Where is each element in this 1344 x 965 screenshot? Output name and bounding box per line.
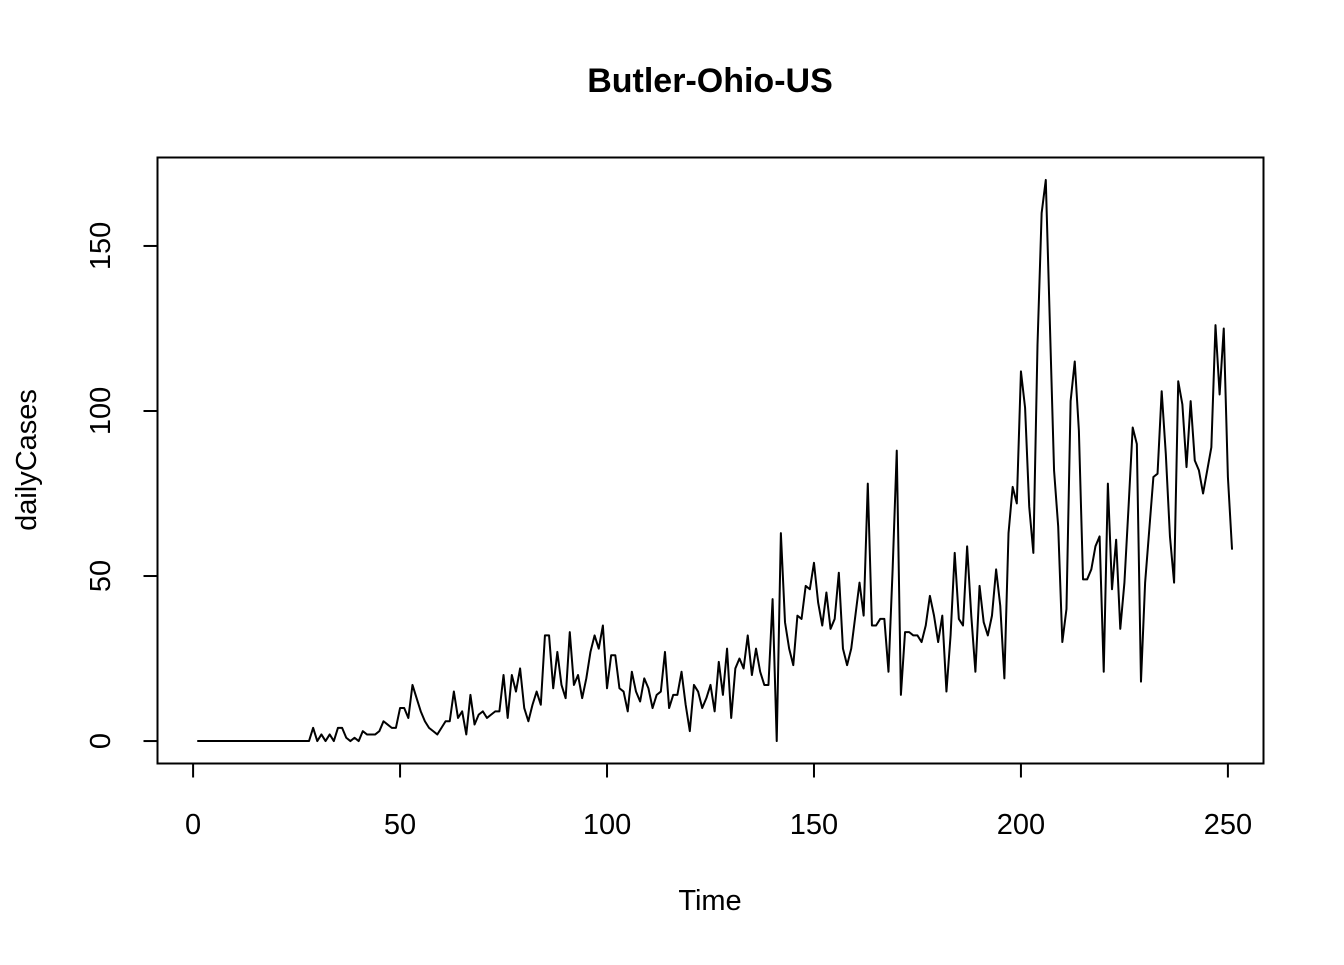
x-tick-label: 150: [790, 809, 838, 841]
y-tick-label: 100: [85, 387, 117, 435]
y-tick-label: 50: [85, 560, 117, 592]
x-tick-label: 100: [583, 809, 631, 841]
x-tick-label: 200: [997, 809, 1045, 841]
x-tick-label: 50: [384, 809, 416, 841]
series-layer: [197, 180, 1232, 741]
chart-title: Butler-Ohio-US: [587, 62, 833, 100]
x-axis-label: Time: [678, 885, 741, 917]
y-axis-label: dailyCases: [11, 389, 43, 531]
plot-frame: [158, 158, 1264, 764]
x-tick-label: 250: [1204, 809, 1252, 841]
x-tick-label: 0: [185, 809, 201, 841]
y-tick-label: 0: [85, 733, 117, 749]
x-axis: 0 50 100 150 200 250: [185, 764, 1252, 842]
series-line: [197, 180, 1232, 741]
y-tick-label: 150: [85, 222, 117, 270]
y-axis: 0 50 100 150: [85, 222, 158, 749]
